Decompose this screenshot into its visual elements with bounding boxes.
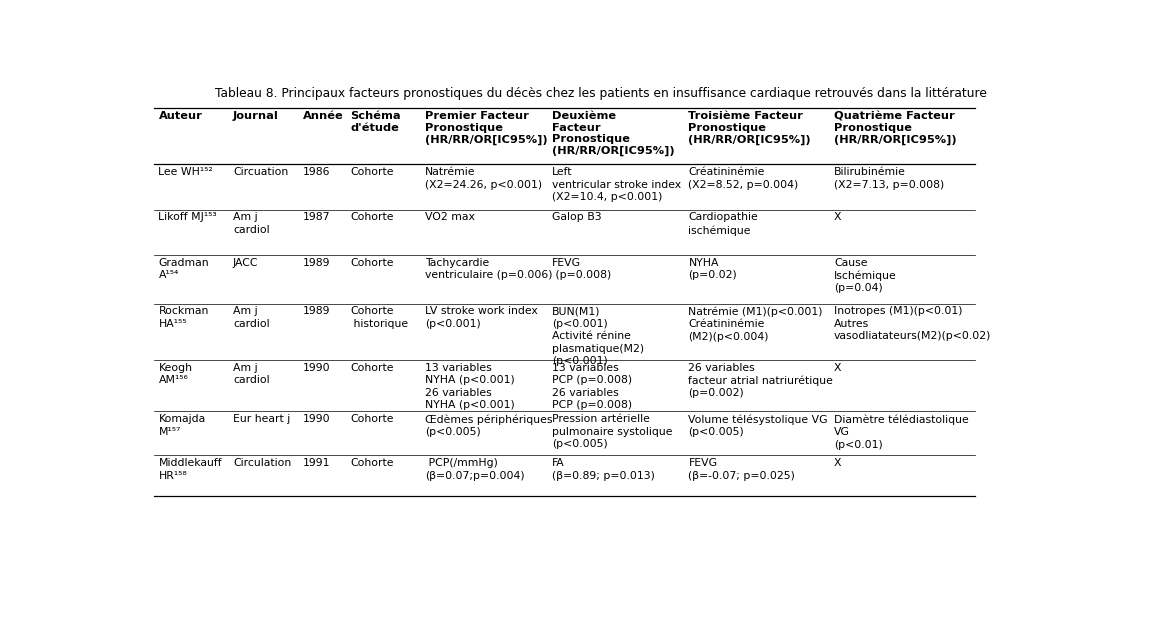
Text: Année: Année xyxy=(303,111,344,121)
Text: Pression artérielle
pulmonaire systolique
(p<0.005): Pression artérielle pulmonaire systoliqu… xyxy=(552,414,672,449)
Text: Œdèmes périphériques
(p<0.005): Œdèmes périphériques (p<0.005) xyxy=(425,414,552,437)
Text: Cohorte: Cohorte xyxy=(351,363,394,373)
Text: 1989: 1989 xyxy=(303,307,331,317)
Text: 1990: 1990 xyxy=(303,414,331,424)
Text: Journal: Journal xyxy=(233,111,279,121)
Text: Cohorte: Cohorte xyxy=(351,459,394,468)
Text: VO2 max: VO2 max xyxy=(425,212,475,223)
Text: FA
(β=0.89; p=0.013): FA (β=0.89; p=0.013) xyxy=(552,459,655,481)
Text: Circuation: Circuation xyxy=(233,167,289,177)
Text: Likoff MJ¹⁵³: Likoff MJ¹⁵³ xyxy=(158,212,217,223)
Text: Tachycardie
ventriculaire (p=0.006): Tachycardie ventriculaire (p=0.006) xyxy=(425,258,552,280)
Text: Cause
Ischémique
(p=0.04): Cause Ischémique (p=0.04) xyxy=(834,258,896,293)
Text: 1989: 1989 xyxy=(303,258,331,268)
Text: Inotropes (M1)(p<0.01)
Autres
vasodliatateurs(M2)(p<0.02): Inotropes (M1)(p<0.01) Autres vasodliata… xyxy=(834,307,991,342)
Text: Cohorte: Cohorte xyxy=(351,258,394,268)
Text: 26 variables
facteur atrial natriurétique
(p=0.002): 26 variables facteur atrial natriurétiqu… xyxy=(689,363,833,398)
Text: Cohorte: Cohorte xyxy=(351,414,394,424)
Text: NYHA
(p=0.02): NYHA (p=0.02) xyxy=(689,258,737,280)
Text: 1986: 1986 xyxy=(303,167,331,177)
Text: LV stroke work index
(p<0.001): LV stroke work index (p<0.001) xyxy=(425,307,537,329)
Text: Am j
cardiol: Am j cardiol xyxy=(233,212,270,235)
Text: Natrémie
(X2=24.26, p<0.001): Natrémie (X2=24.26, p<0.001) xyxy=(425,167,542,190)
Text: PCP(/mmHg)
(β=0.07;p=0.004): PCP(/mmHg) (β=0.07;p=0.004) xyxy=(425,459,524,481)
Text: Cohorte
 historique: Cohorte historique xyxy=(351,307,408,329)
Text: Deuxième
Facteur
Pronostique
(HR/RR/OR[IC95%]): Deuxième Facteur Pronostique (HR/RR/OR[I… xyxy=(552,111,674,156)
Text: Quatrième Facteur
Pronostique
(HR/RR/OR[IC95%]): Quatrième Facteur Pronostique (HR/RR/OR[… xyxy=(834,111,956,144)
Text: FEVG
 (p=0.008): FEVG (p=0.008) xyxy=(552,258,611,280)
Text: 1987: 1987 xyxy=(303,212,331,223)
Text: Left
ventricular stroke index
(X2=10.4, p<0.001): Left ventricular stroke index (X2=10.4, … xyxy=(552,167,682,202)
Text: Am j
cardiol: Am j cardiol xyxy=(233,307,270,329)
Text: Natrémie (M1)(p<0.001)
Créatininémie
(M2)(p<0.004): Natrémie (M1)(p<0.001) Créatininémie (M2… xyxy=(689,307,823,342)
Text: Créatininémie
(X2=8.52, p=0.004): Créatininémie (X2=8.52, p=0.004) xyxy=(689,167,799,190)
Text: Cohorte: Cohorte xyxy=(351,212,394,223)
Text: 1991: 1991 xyxy=(303,459,331,468)
Text: Bilirubinémie
(X2=7.13, p=0.008): Bilirubinémie (X2=7.13, p=0.008) xyxy=(834,167,944,190)
Text: Middlekauff
HR¹⁵⁸: Middlekauff HR¹⁵⁸ xyxy=(158,459,222,481)
Text: Lee WH¹⁵²: Lee WH¹⁵² xyxy=(158,167,213,177)
Text: Am j
cardiol: Am j cardiol xyxy=(233,363,270,385)
Text: JACC: JACC xyxy=(233,258,258,268)
Text: 13 variables
PCP (p=0.008)
26 variables
PCP (p=0.008): 13 variables PCP (p=0.008) 26 variables … xyxy=(552,363,632,410)
Text: Tableau 8. Principaux facteurs pronostiques du décès chez les patients en insuff: Tableau 8. Principaux facteurs pronostiq… xyxy=(215,87,988,100)
Text: Cardiopathie
ischémique: Cardiopathie ischémique xyxy=(689,212,758,235)
Text: Rockman
HA¹⁵⁵: Rockman HA¹⁵⁵ xyxy=(158,307,209,329)
Text: X: X xyxy=(834,212,841,223)
Text: Troisième Facteur
Pronostique
(HR/RR/OR[IC95%]): Troisième Facteur Pronostique (HR/RR/OR[… xyxy=(689,111,811,144)
Text: BUN(M1)
(p<0.001)
Activité rénine
plasmatique(M2)
(p<0.001): BUN(M1) (p<0.001) Activité rénine plasma… xyxy=(552,307,644,366)
Text: 1990: 1990 xyxy=(303,363,331,373)
Text: Eur heart j: Eur heart j xyxy=(233,414,290,424)
Text: 13 variables
NYHA (p<0.001)
26 variables
NYHA (p<0.001): 13 variables NYHA (p<0.001) 26 variables… xyxy=(425,363,515,410)
Text: X: X xyxy=(834,363,841,373)
Text: Cohorte: Cohorte xyxy=(351,167,394,177)
Text: Schéma
d'étude: Schéma d'étude xyxy=(351,111,401,133)
Text: Diamètre télédiastolique
VG
(p<0.01): Diamètre télédiastolique VG (p<0.01) xyxy=(834,414,969,450)
Text: FEVG
(β=-0.07; p=0.025): FEVG (β=-0.07; p=0.025) xyxy=(689,459,795,481)
Text: Keogh
AM¹⁵⁶: Keogh AM¹⁵⁶ xyxy=(158,363,192,385)
Text: Auteur: Auteur xyxy=(158,111,202,121)
Text: Gradman
A¹⁵⁴: Gradman A¹⁵⁴ xyxy=(158,258,209,280)
Text: Volume télésystolique VG
(p<0.005): Volume télésystolique VG (p<0.005) xyxy=(689,414,828,437)
Text: Circulation: Circulation xyxy=(233,459,291,468)
Text: Komajda
M¹⁵⁷: Komajda M¹⁵⁷ xyxy=(158,414,205,437)
Text: Premier Facteur
Pronostique
(HR/RR/OR[IC95%]): Premier Facteur Pronostique (HR/RR/OR[IC… xyxy=(425,111,548,144)
Text: X: X xyxy=(834,459,841,468)
Text: Galop B3: Galop B3 xyxy=(552,212,602,223)
